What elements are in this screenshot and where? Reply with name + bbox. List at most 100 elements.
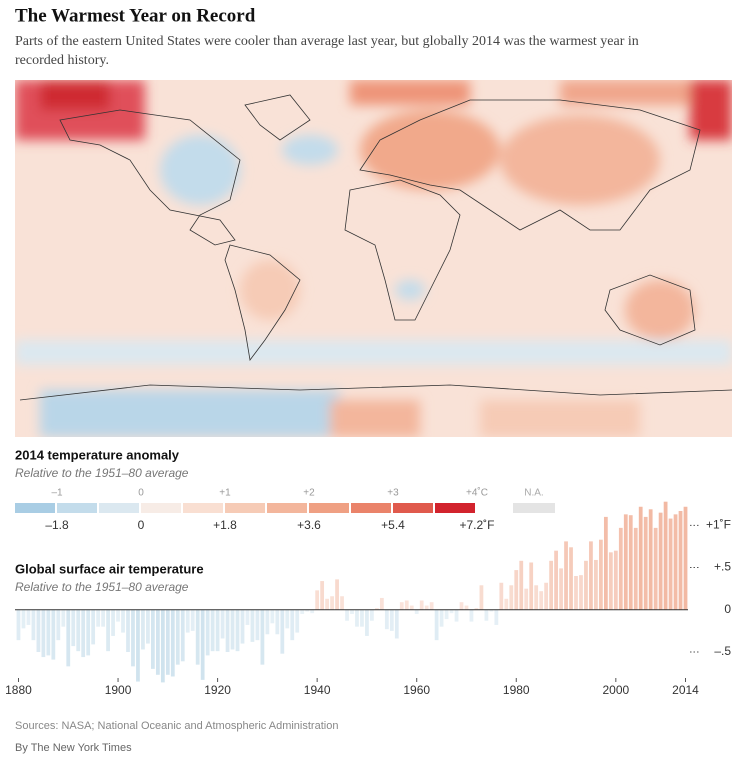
bar: [116, 609, 120, 622]
bar: [215, 609, 220, 652]
bar: [31, 609, 36, 641]
title: The Warmest Year on Record: [15, 5, 256, 26]
bar: [499, 582, 504, 610]
bar: [230, 609, 235, 650]
bar: [524, 588, 529, 610]
x-tick-label: 1880: [5, 683, 32, 697]
bar: [91, 609, 96, 645]
bar: [633, 527, 638, 610]
bar: [265, 609, 270, 635]
bar: [529, 562, 534, 610]
bar: [474, 608, 479, 610]
bar: [559, 568, 563, 610]
bar: [404, 600, 409, 610]
bar: [365, 609, 369, 636]
bar: [61, 609, 66, 627]
bar: [584, 560, 588, 610]
bar: [36, 609, 41, 652]
bar: [638, 506, 643, 610]
bar: [464, 605, 469, 610]
legend-swatch: [351, 503, 391, 513]
legend-label-f: +1.8: [213, 518, 237, 532]
bar: [160, 609, 165, 683]
bar: [539, 591, 544, 610]
bar: [424, 605, 429, 610]
bar: [220, 609, 225, 639]
bar: [240, 609, 245, 644]
bar: [66, 609, 71, 667]
bar: [270, 609, 275, 624]
bar: [146, 609, 150, 644]
bar: [444, 609, 449, 620]
bar: [96, 609, 101, 627]
bar: [106, 609, 110, 652]
bar: [643, 516, 648, 610]
bar: [26, 609, 31, 625]
bar: [613, 550, 618, 610]
bar: [245, 609, 250, 625]
bar: [494, 609, 499, 625]
bar: [175, 609, 180, 665]
legend-label-f: 0: [138, 518, 145, 532]
bar: [484, 609, 489, 621]
bar: [589, 541, 593, 610]
bar: [608, 552, 613, 610]
x-tick-label: 2000: [602, 683, 629, 697]
bar: [459, 602, 464, 610]
bar: [648, 509, 653, 610]
bar: [409, 605, 414, 610]
legend-label-c: +4˚C: [466, 487, 488, 499]
legend-subtitle: Relative to the 1951–80 average: [15, 466, 189, 480]
bar: [111, 609, 115, 636]
bar: [320, 581, 325, 610]
bar: [185, 609, 190, 633]
y-tick-label: +1˚F: [706, 518, 731, 532]
bar: [603, 516, 608, 610]
legend-label-c: +2: [303, 488, 315, 499]
bar: [389, 609, 394, 631]
bar: [136, 609, 140, 682]
bar: [414, 609, 419, 614]
x-tick-label: 2014: [672, 683, 699, 697]
bar: [41, 609, 46, 658]
bar: [335, 579, 339, 610]
bar: [375, 608, 379, 610]
na-label: N.A.: [524, 488, 543, 499]
bar: [255, 609, 260, 641]
bar: [544, 582, 549, 610]
bar: [56, 609, 61, 641]
bar: [16, 609, 21, 641]
bar: [439, 609, 444, 627]
legend-swatch: [225, 503, 265, 513]
legend-swatch: [435, 503, 475, 513]
bar: [155, 609, 160, 675]
bar: [678, 510, 683, 610]
bar: [673, 514, 678, 610]
bar: [86, 609, 91, 656]
bar: [280, 609, 285, 654]
bar: [250, 609, 255, 642]
legend-label-f: +5.4: [381, 518, 405, 532]
bar: [355, 609, 359, 627]
bar: [300, 609, 305, 614]
legend-swatch-na: [513, 503, 555, 513]
bar: [170, 609, 175, 677]
bar: [350, 609, 354, 614]
bar: [290, 609, 295, 641]
bar: [81, 609, 86, 658]
map: [15, 80, 732, 437]
legend-swatch: [309, 503, 349, 513]
bar: [295, 609, 300, 633]
bar: [126, 609, 130, 652]
bar: [429, 602, 434, 610]
bar: [260, 609, 265, 665]
bar: [141, 609, 145, 650]
bar: [275, 609, 280, 635]
chart-title: Global surface air temperature: [15, 561, 204, 576]
bar: [225, 609, 230, 652]
x-tick-label: 1900: [105, 683, 132, 697]
legend-swatch: [141, 503, 181, 513]
bar: [330, 596, 334, 610]
bar: [195, 609, 200, 665]
legend-label-c: +1: [219, 488, 231, 499]
